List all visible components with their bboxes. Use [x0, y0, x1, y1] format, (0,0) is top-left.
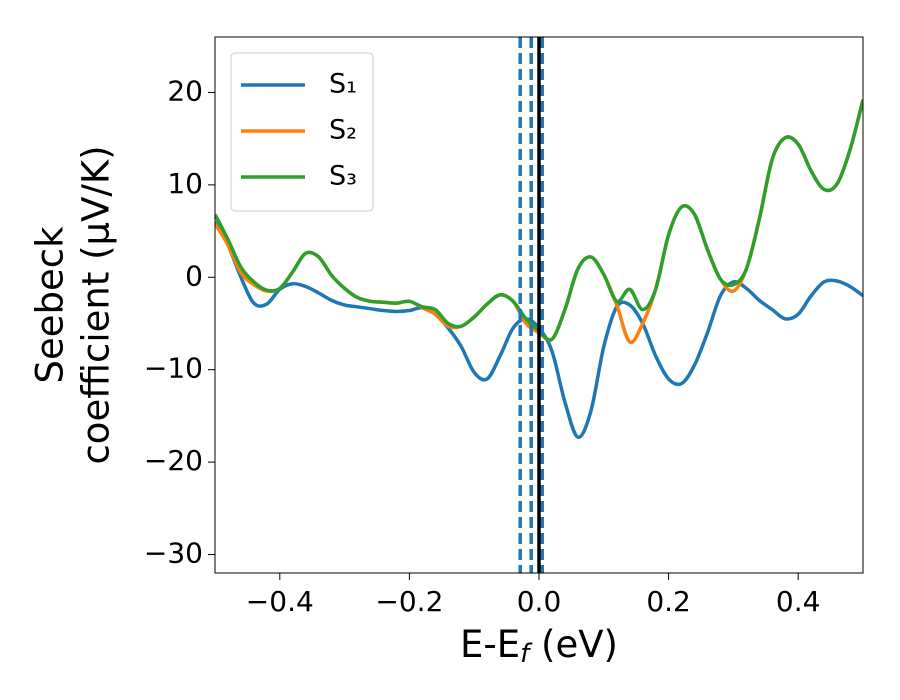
x-label-part: (eV) — [529, 623, 618, 666]
y-tick-label: −20 — [144, 444, 203, 477]
y-label-line: Seebeck — [29, 226, 72, 384]
y-tick-label: 0 — [185, 259, 203, 292]
legend-label: S₃ — [329, 161, 357, 192]
x-tick-label: 0.2 — [646, 585, 691, 618]
y-label-line: coefficient (μV/K) — [75, 145, 118, 464]
plot-area — [215, 37, 863, 573]
plot-frame — [214, 36, 864, 574]
legend-label: S₂ — [329, 115, 357, 146]
legend-label: S₁ — [329, 69, 357, 100]
x-axis-label: E-Ef (eV) — [460, 623, 618, 669]
y-tick-label: −10 — [144, 352, 203, 385]
x-tick-label: −0.2 — [375, 585, 443, 618]
legend: S₁ S₂ S₃ — [230, 52, 374, 212]
x-label-part: E-E — [460, 623, 520, 666]
y-tick-label: −30 — [144, 537, 203, 570]
x-tick-label: 0.0 — [517, 585, 562, 618]
x-tick-label: 0.4 — [776, 585, 821, 618]
y-tick-label: 10 — [167, 167, 203, 200]
y-axis-label: Seebeck coefficient (μV/K) — [29, 145, 118, 464]
x-tick-label: −0.4 — [246, 585, 314, 618]
y-tick-label: 20 — [167, 74, 203, 107]
